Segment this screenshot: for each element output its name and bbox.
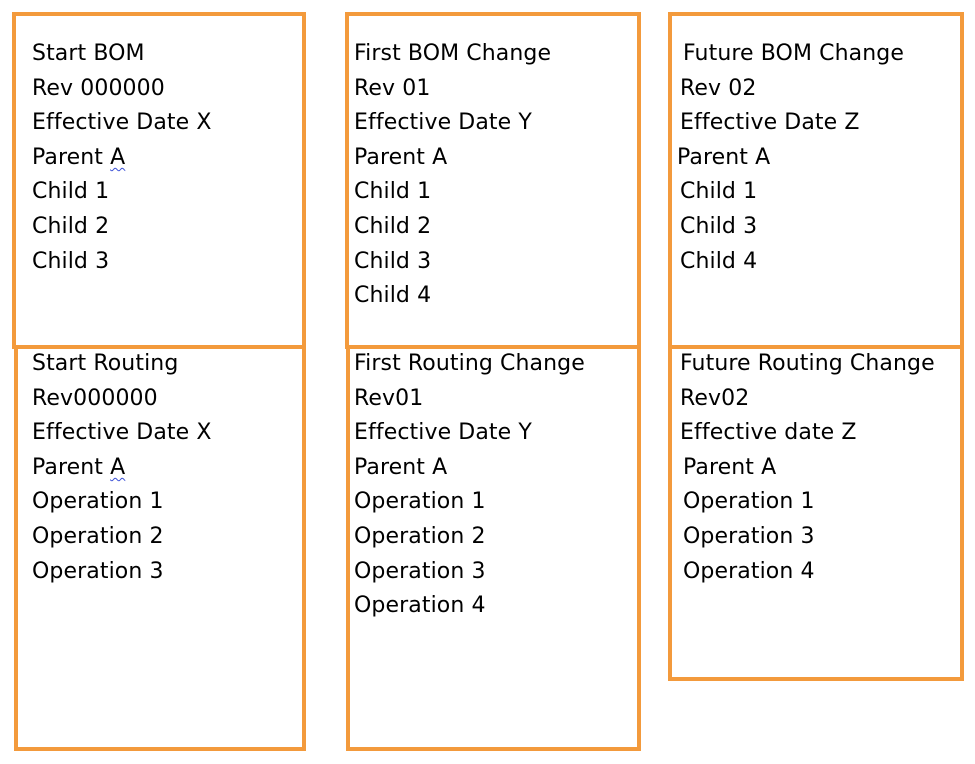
bom-parent: Parent A <box>354 144 448 170</box>
bom-effective-date: Effective Date Z <box>680 110 860 136</box>
bom-child: Child 1 <box>680 179 758 205</box>
bom-parent: Parent A <box>32 141 212 176</box>
routing-operation: Operation 2 <box>32 523 164 549</box>
routing-operation: Operation 3 <box>354 558 486 584</box>
bom-title: First BOM Change <box>354 41 552 66</box>
bom-child: Child 4 <box>680 248 758 274</box>
future-routing-change-box <box>668 345 964 681</box>
bom-child: Child 1 <box>32 179 110 205</box>
routing-rev: Rev01 <box>354 385 424 411</box>
start-bom-box <box>12 12 306 349</box>
routing-parent-prefix: Parent <box>32 454 111 480</box>
bom-child: Child 2 <box>32 213 110 239</box>
first-routing-change-lines: First Routing Change Rev01 Effective Dat… <box>354 347 585 624</box>
first-bom-change-lines: First BOM Change Rev 01 Effective Date Y… <box>354 37 551 314</box>
routing-operation: Operation 4 <box>683 558 815 584</box>
routing-title: First Routing Change <box>354 351 585 376</box>
routing-parent: Parent A <box>32 451 212 486</box>
bom-title: Future BOM Change <box>683 41 904 66</box>
routing-operation: Operation 1 <box>32 489 164 515</box>
first-routing-change-box <box>346 345 641 751</box>
bom-effective-date: Effective Date X <box>32 110 212 136</box>
routing-effective-date: Effective Date X <box>32 420 212 446</box>
routing-operation: Operation 4 <box>354 593 486 619</box>
routing-title: Future Routing Change <box>680 351 935 376</box>
bom-child: Child 4 <box>354 283 432 309</box>
routing-operation: Operation 3 <box>683 523 815 549</box>
routing-parent: Parent A <box>683 454 777 480</box>
future-bom-change-lines: Future BOM Change Rev 02 Effective Date … <box>677 37 904 279</box>
first-bom-change-box <box>345 12 641 349</box>
bom-child: Child 3 <box>354 248 432 274</box>
bom-child: Child 1 <box>354 179 432 205</box>
routing-effective-date: Effective Date Y <box>354 420 532 446</box>
routing-title: Start Routing <box>32 351 179 376</box>
bom-rev: Rev 01 <box>354 75 431 101</box>
future-bom-change-box <box>668 12 964 349</box>
start-routing-box <box>14 345 306 751</box>
bom-parent-prefix: Parent <box>32 144 111 170</box>
routing-effective-date: Effective date Z <box>680 420 857 446</box>
routing-parent: Parent A <box>354 454 448 480</box>
bom-parent-name: A <box>110 144 126 170</box>
bom-rev: Rev 000000 <box>32 75 165 101</box>
routing-parent-name: A <box>110 454 126 480</box>
start-bom-lines: Start BOM Rev 000000 Effective Date X Pa… <box>32 37 212 279</box>
start-routing-lines: Start Routing Rev000000 Effective Date X… <box>32 347 212 589</box>
bom-rev: Rev 02 <box>680 75 757 101</box>
routing-rev: Rev000000 <box>32 385 158 411</box>
routing-operation: Operation 1 <box>354 489 486 515</box>
bom-title: Start BOM <box>32 41 145 66</box>
bom-child: Child 3 <box>680 213 758 239</box>
bom-child: Child 2 <box>354 213 432 239</box>
bom-effective-date: Effective Date Y <box>354 110 532 136</box>
future-routing-change-lines: Future Routing Change Rev02 Effective da… <box>680 347 935 589</box>
bom-parent: Parent A <box>677 144 771 170</box>
routing-operation: Operation 1 <box>683 489 815 515</box>
bom-child: Child 3 <box>32 248 110 274</box>
routing-operation: Operation 3 <box>32 558 164 584</box>
routing-operation: Operation 2 <box>354 523 486 549</box>
routing-rev: Rev02 <box>680 385 750 411</box>
